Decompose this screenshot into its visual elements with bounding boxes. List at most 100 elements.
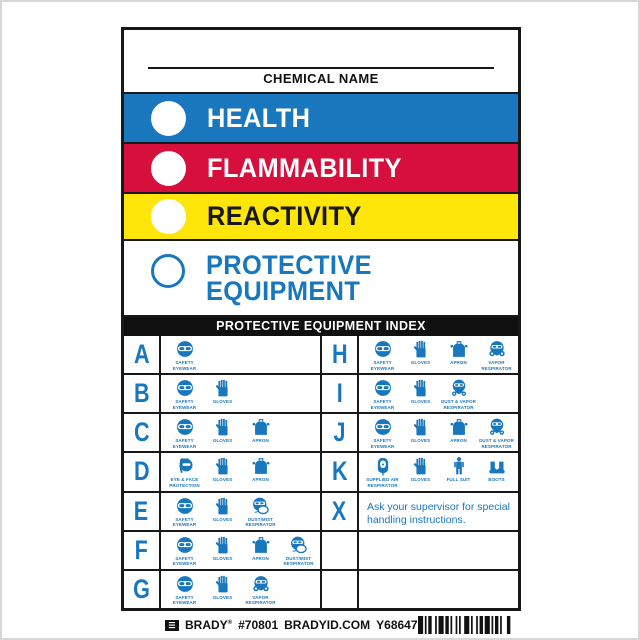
gloves-icon: GLOVES: [402, 456, 439, 483]
index-equipment-cell: SAFETY EYEWEAR GLOVES DUST/MIST RESPIRATOR: [161, 493, 320, 530]
chemical-name-caption: CHEMICAL NAME: [263, 71, 379, 86]
index-letter: [322, 570, 359, 608]
reactivity-bar-label: REACTIVITY: [207, 201, 362, 231]
index-column-left: A SAFETY EYEWEAR B SAFETY EYEWEAR GLOVES C SAF…: [124, 336, 322, 608]
index-row-d: D EYE & FACE PROTECTION GLOVES APRON: [124, 453, 320, 493]
pictogram-label: DUST & VAPOR RESPIRATOR: [441, 399, 476, 410]
index-row-a: A SAFETY EYEWEAR: [124, 336, 320, 376]
pictogram-label: DUST/MIST RESPIRATOR: [245, 516, 276, 528]
index-letter: A: [124, 336, 161, 374]
pictogram-label: GLOVES: [212, 594, 233, 600]
health-rating-circle: [151, 100, 186, 136]
index-letter: I: [322, 375, 359, 413]
catalog-number: Y68647: [376, 618, 418, 632]
index-letter: X: [322, 492, 359, 530]
pictogram-label: FULL SUIT: [446, 477, 471, 483]
label-footer: ☰ BRADY® #70801 BRADYID.COM Y68647: [121, 613, 521, 637]
pictogram-label: VAPOR RESPIRATOR: [481, 360, 512, 371]
index-equipment-cell: SAFETY EYEWEAR GLOVES: [161, 375, 320, 412]
index-equipment-cell: SAFETY EYEWEAR GLOVES APRON DUST/MIST RESPI…: [161, 532, 320, 569]
pictogram-label: GLOVES: [212, 438, 233, 444]
safety-eyewear-icon: SAFETY EYEWEAR: [364, 339, 401, 371]
index-row-j: J SAFETY EYEWEAR GLOVES APRON DUST & VAPOR R…: [322, 414, 518, 454]
safety-eyewear-icon: SAFETY EYEWEAR: [166, 496, 203, 528]
index-row-empty: [322, 531, 518, 571]
vapor-respirator-icon: VAPOR RESPIRATOR: [478, 339, 515, 371]
brand-name: BRADY®: [185, 618, 233, 632]
index-equipment-cell: SAFETY EYEWEAR GLOVES VAPOR RESPIRATOR: [161, 571, 320, 608]
safety-eyewear-icon: SAFETY EYEWEAR: [364, 417, 401, 449]
safety-eyewear-icon: SAFETY EYEWEAR: [166, 535, 203, 567]
flammability-bar-label: FLAMMABILITY: [207, 152, 402, 183]
gloves-icon: GLOVES: [204, 456, 241, 483]
gloves-icon: GLOVES: [204, 535, 241, 562]
index-equipment-cell: Ask your supervisor for special handling…: [359, 493, 518, 530]
pictogram-label: APRON: [252, 438, 269, 444]
pictogram-label: BOOTS: [488, 477, 505, 483]
vapor-respirator-icon: VAPOR RESPIRATOR: [242, 574, 279, 606]
index-letter: E: [124, 492, 161, 530]
index-row-c: C SAFETY EYEWEAR GLOVES APRON: [124, 414, 320, 454]
pictogram-label: APRON: [450, 438, 467, 444]
apron-icon: APRON: [440, 417, 477, 444]
safety-eyewear-icon: SAFETY EYEWEAR: [166, 378, 203, 410]
index-equipment-cell: SAFETY EYEWEAR GLOVES DUST & VAPOR RESPIRA…: [359, 375, 518, 412]
health-bar: HEALTH: [124, 94, 518, 144]
index-letter: J: [322, 414, 359, 452]
health-bar-label: HEALTH: [207, 102, 311, 133]
apron-icon: APRON: [242, 417, 279, 444]
pictogram-label: SAFETY EYEWEAR: [172, 438, 197, 449]
pictogram-label: DUST/MIST RESPIRATOR: [283, 555, 314, 567]
gloves-icon: GLOVES: [402, 417, 439, 444]
index-equipment-cell: SUPPLIED AIR RESPIRATOR GLOVES FULL SUIT BO…: [359, 453, 518, 490]
apron-icon: APRON: [242, 456, 279, 483]
reactivity-bar: REACTIVITY: [124, 194, 518, 241]
pictogram-label: SAFETY EYEWEAR: [370, 360, 395, 371]
index-row-x: X Ask your supervisor for special handlin…: [322, 492, 518, 532]
part-number: #70801: [238, 618, 279, 632]
pictogram-label: SAFETY EYEWEAR: [172, 360, 197, 371]
pictogram-label: DUST & VAPOR RESPIRATOR: [479, 438, 514, 449]
boots-icon: BOOTS: [478, 456, 515, 483]
pictogram-label: GLOVES: [410, 360, 431, 365]
index-column-right: H SAFETY EYEWEAR GLOVES APRON VAPOR RESPIRAT…: [322, 336, 518, 608]
safety-eyewear-icon: SAFETY EYEWEAR: [364, 378, 401, 410]
index-row-b: B SAFETY EYEWEAR GLOVES: [124, 375, 320, 415]
pictogram-label: SAFETY EYEWEAR: [172, 555, 197, 567]
chemical-name-section: CHEMICAL NAME: [124, 30, 518, 94]
index-equipment-cell: SAFETY EYEWEAR GLOVES APRON: [161, 414, 320, 451]
pictogram-label: SAFETY EYEWEAR: [172, 594, 197, 606]
index-equipment-cell: SAFETY EYEWEAR: [161, 336, 320, 373]
protective-equipment-bar-label: PROTECTIVE EQUIPMENT: [206, 250, 372, 307]
pictogram-label: VAPOR RESPIRATOR: [245, 594, 276, 606]
full-suit-icon: FULL SUIT: [440, 456, 477, 483]
barcode: [417, 616, 510, 634]
flammability-rating-circle: [151, 150, 186, 186]
pictogram-label: GLOVES: [212, 516, 233, 522]
website: BRADYID.COM: [284, 618, 371, 632]
hmis-chemical-label: CHEMICAL NAME HEALTH FLAMMABILITY REACTI…: [121, 27, 521, 611]
pictogram-label: SAFETY EYEWEAR: [172, 399, 197, 410]
special-instructions-text: Ask your supervisor for special handling…: [367, 500, 510, 527]
dust-vapor-respirator-icon: DUST & VAPOR RESPIRATOR: [440, 378, 477, 410]
dust-mist-respirator-icon: DUST/MIST RESPIRATOR: [242, 496, 279, 528]
pictogram-label: SAFETY EYEWEAR: [370, 399, 395, 410]
safety-eyewear-icon: SAFETY EYEWEAR: [166, 574, 203, 606]
index-row-g: G SAFETY EYEWEAR GLOVES VAPOR RESPIRATOR: [124, 570, 320, 608]
index-letter: D: [124, 453, 161, 491]
pictogram-label: GLOVES: [212, 477, 233, 483]
pictogram-label: GLOVES: [212, 399, 233, 405]
index-equipment-cell: [359, 532, 518, 569]
reactivity-rating-circle: [151, 199, 186, 234]
index-row-h: H SAFETY EYEWEAR GLOVES APRON VAPOR RESPIRAT…: [322, 336, 518, 376]
gloves-icon: GLOVES: [204, 574, 241, 601]
index-letter: F: [124, 531, 161, 569]
index-equipment-cell: SAFETY EYEWEAR GLOVES APRON DUST & VAPOR RE…: [359, 414, 518, 451]
pictogram-label: GLOVES: [410, 477, 431, 483]
index-letter: G: [124, 570, 161, 608]
index-letter: B: [124, 375, 161, 413]
pictogram-label: GLOVES: [212, 555, 233, 561]
flammability-bar: FLAMMABILITY: [124, 144, 518, 194]
index-row-i: I SAFETY EYEWEAR GLOVES DUST & VAPOR RESPIR…: [322, 375, 518, 415]
dust-mist-respirator-icon: DUST/MIST RESPIRATOR: [280, 535, 317, 567]
